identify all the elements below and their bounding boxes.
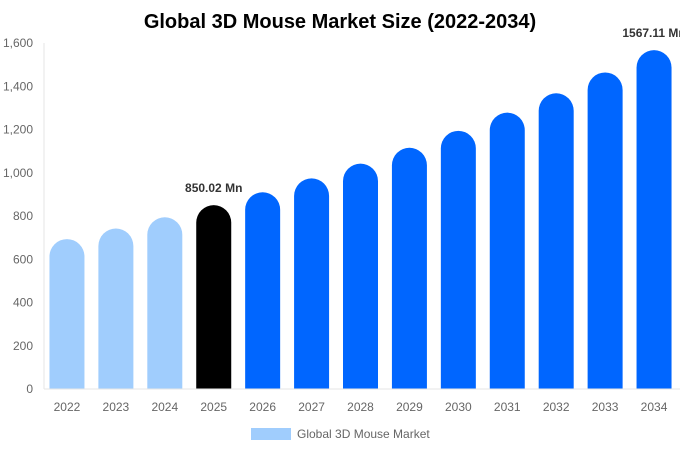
y-tick-label: 800 [13,209,33,223]
bar-2034 [636,50,672,390]
x-tick-label: 2024 [151,400,178,414]
bar-2024 [147,217,183,389]
bar-2032 [538,93,574,389]
chart-title: Global 3D Mouse Market Size (2022-2034) [144,11,536,33]
legend-label: Global 3D Mouse Market [297,427,430,441]
y-tick-label: 1,000 [3,166,33,180]
x-axis: 2022 2023 2024 2025 2026 2027 2028 2029 2030 2031… [44,388,680,414]
bar-2028 [343,163,378,389]
x-tick-label: 2026 [249,400,276,414]
data-label-2034: 1567.11 Mn [622,26,680,40]
x-tick-label: 2031 [494,400,521,414]
bar-2027 [294,178,330,389]
data-label-2025: 850.02 Mn [185,181,242,195]
legend-swatch [251,428,291,440]
x-tick-label: 2030 [445,400,472,414]
y-tick-label: 1,400 [3,79,33,93]
legend[interactable]: Global 3D Mouse Market [251,427,430,441]
x-tick-label: 2022 [54,400,81,414]
x-tick-label: 2028 [347,400,374,414]
bar-2026 [245,192,281,389]
y-tick-label: 600 [13,252,33,266]
bar-2025 [196,205,232,389]
bars [49,50,672,390]
bar-2030 [440,130,476,389]
y-tick-label: 400 [13,296,33,310]
y-tick-label: 200 [13,339,33,353]
data-labels: 850.02 Mn 1567.11 Mn [185,26,680,195]
x-tick-label: 2033 [592,400,619,414]
x-tick-label: 2032 [543,400,570,414]
x-tick-label: 2023 [103,400,130,414]
bar-2031 [489,112,525,389]
x-tick-label: 2029 [396,400,423,414]
y-tick-label: 1,600 [3,36,33,50]
bar-2022 [49,239,85,389]
x-tick-label: 2034 [641,400,668,414]
y-axis: 0 200 400 600 800 1,000 1,200 1,400 1,600 [3,36,45,396]
x-tick-label: 2027 [298,400,325,414]
x-tick-label: 2025 [200,400,227,414]
bar-2029 [391,147,427,389]
bar-2033 [587,72,623,389]
bar-2023 [98,228,134,389]
y-tick-label: 1,200 [3,123,33,137]
y-tick-label: 0 [26,382,33,396]
